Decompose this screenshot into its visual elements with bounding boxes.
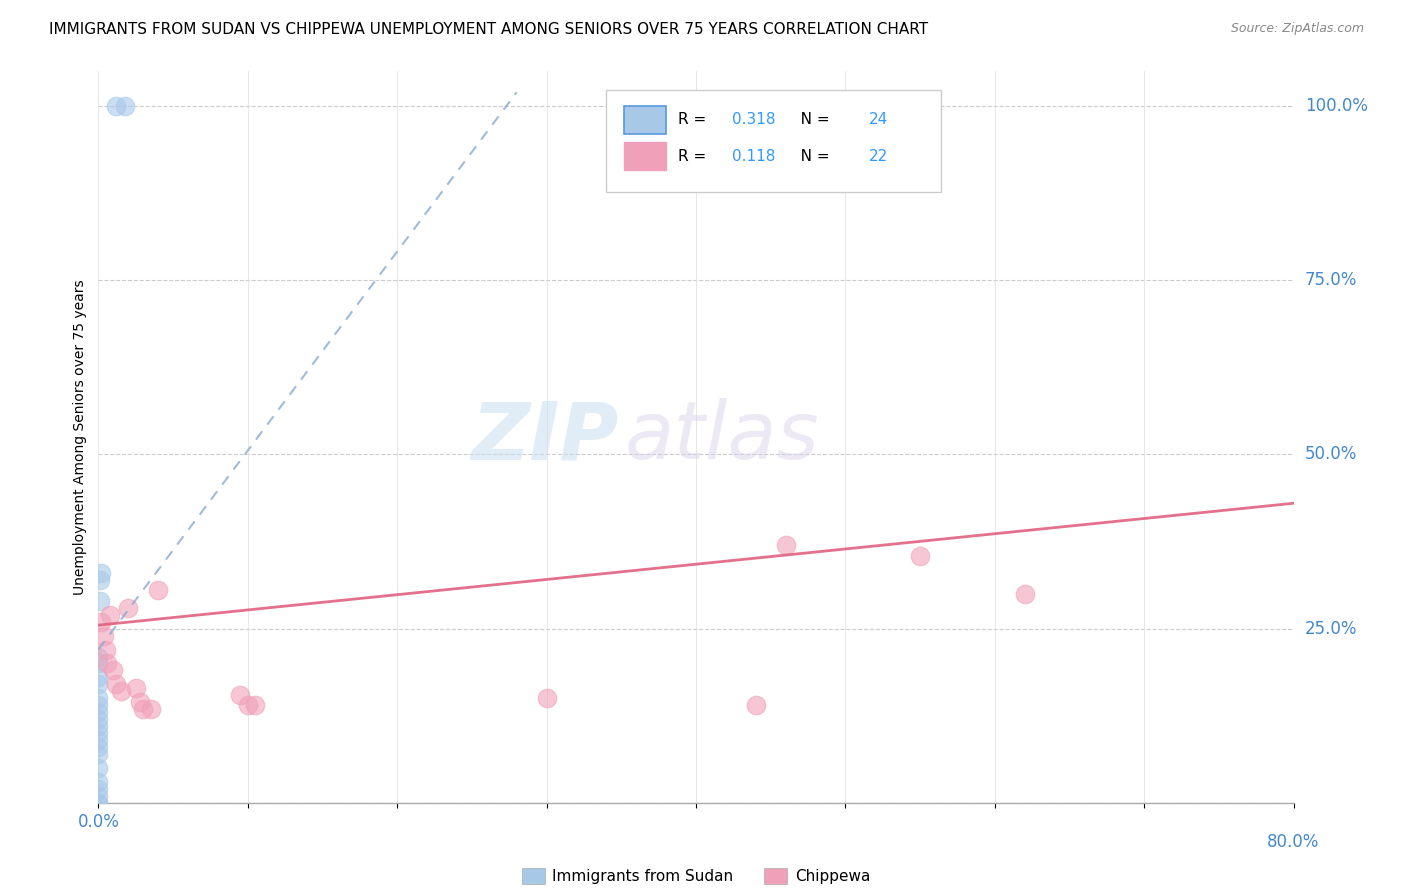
Point — [87, 705, 110, 719]
Point — [87, 698, 110, 713]
Text: 100.0%: 100.0% — [1305, 97, 1368, 115]
Point — [90, 615, 112, 629]
Text: R =: R = — [678, 112, 711, 128]
Point — [87, 796, 110, 810]
Point — [96, 657, 118, 671]
Text: 50.0%: 50.0% — [1305, 445, 1357, 464]
Point — [148, 583, 170, 598]
Point — [87, 719, 110, 733]
Text: atlas: atlas — [624, 398, 820, 476]
Text: R =: R = — [678, 149, 711, 164]
Text: 22: 22 — [869, 149, 889, 164]
Point — [93, 629, 115, 643]
Text: 0.318: 0.318 — [733, 112, 775, 128]
Point — [87, 712, 110, 726]
Point — [87, 789, 110, 803]
Point — [87, 740, 110, 755]
Point — [125, 681, 148, 695]
Text: N =: N = — [786, 112, 834, 128]
Point — [236, 698, 259, 713]
Text: IMMIGRANTS FROM SUDAN VS CHIPPEWA UNEMPLOYMENT AMONG SENIORS OVER 75 YEARS CORRE: IMMIGRANTS FROM SUDAN VS CHIPPEWA UNEMPL… — [49, 22, 928, 37]
Y-axis label: Unemployment Among Seniors over 75 years: Unemployment Among Seniors over 75 years — [73, 279, 87, 595]
Text: 25.0%: 25.0% — [1305, 620, 1357, 638]
Text: 24: 24 — [869, 112, 889, 128]
Point — [87, 670, 110, 684]
Point — [110, 684, 132, 698]
Point — [908, 549, 931, 563]
Point — [89, 573, 111, 587]
Point — [98, 607, 122, 622]
Point — [117, 600, 139, 615]
Point — [105, 677, 128, 691]
Point — [89, 594, 111, 608]
Point — [87, 733, 110, 747]
Point — [1014, 587, 1036, 601]
Point — [87, 781, 110, 796]
Point — [87, 775, 110, 789]
Text: ZIP: ZIP — [471, 398, 619, 476]
Point — [245, 698, 267, 713]
Point — [105, 99, 128, 113]
Point — [536, 691, 558, 706]
Point — [87, 747, 110, 761]
Point — [90, 566, 112, 580]
Text: N =: N = — [786, 149, 834, 164]
Point — [87, 657, 110, 671]
Point — [87, 796, 110, 810]
Point — [94, 642, 117, 657]
Point — [87, 691, 110, 706]
Text: 75.0%: 75.0% — [1305, 271, 1357, 289]
Point — [87, 761, 110, 775]
FancyBboxPatch shape — [606, 90, 941, 192]
Point — [129, 695, 152, 709]
Point — [139, 702, 162, 716]
Point — [87, 677, 110, 691]
Legend: Immigrants from Sudan, Chippewa: Immigrants from Sudan, Chippewa — [516, 862, 876, 890]
Point — [103, 664, 125, 678]
Text: 0.118: 0.118 — [733, 149, 775, 164]
FancyBboxPatch shape — [624, 106, 666, 134]
Point — [114, 99, 136, 113]
Point — [132, 702, 155, 716]
Point — [229, 688, 252, 702]
Point — [775, 538, 797, 552]
Text: Source: ZipAtlas.com: Source: ZipAtlas.com — [1230, 22, 1364, 36]
Point — [87, 649, 110, 664]
Point — [745, 698, 768, 713]
Point — [87, 726, 110, 740]
FancyBboxPatch shape — [624, 143, 666, 170]
Text: 80.0%: 80.0% — [1267, 833, 1320, 851]
